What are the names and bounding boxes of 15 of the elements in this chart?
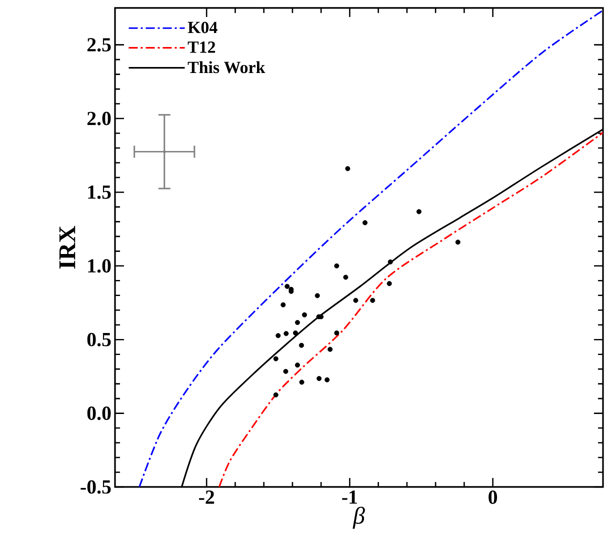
x-axis-title: β (352, 506, 365, 529)
y-tick-label: -0.5 (80, 480, 111, 494)
y-axis-title: IRX (59, 226, 76, 269)
legend-label: This Work (188, 61, 266, 74)
y-tick-label: 1.0 (88, 259, 111, 273)
x-tick-label: 0 (488, 490, 498, 504)
x-tick-label: -2 (199, 490, 214, 504)
y-tick-label: 0.5 (87, 332, 111, 346)
legend-label: T12 (188, 41, 216, 53)
y-tick-label: 0.0 (87, 406, 111, 420)
y-tick-label: 1.5 (88, 185, 111, 199)
y-tick-label: 2.0 (87, 112, 111, 126)
x-tick-label: -1 (342, 490, 357, 504)
legend-label: K04 (188, 22, 218, 34)
y-tick-label: 2.5 (87, 38, 111, 52)
